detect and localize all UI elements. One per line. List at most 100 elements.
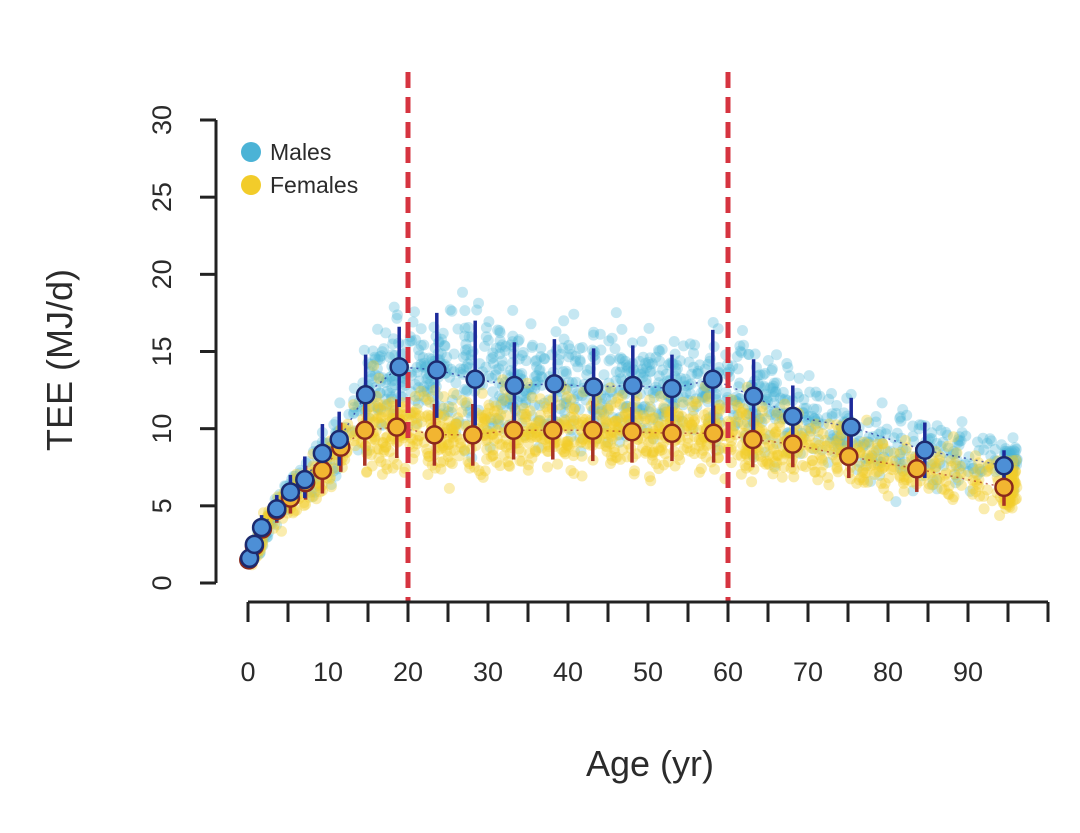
axes: 0 5 10 15 20 25 30 0 10 20 30 40 50 60 70 80 90: [147, 105, 1050, 687]
scatter-point: [767, 468, 779, 480]
scatter-point: [769, 405, 781, 417]
scatter-point: [978, 490, 990, 502]
mean-marker-females: [355, 420, 375, 440]
scatter-point: [907, 420, 919, 432]
scatter-point: [735, 468, 747, 480]
scatter-point: [736, 406, 748, 418]
scatter-point: [450, 377, 462, 389]
scatter-point: [374, 354, 386, 365]
scatter-point: [462, 358, 474, 370]
scatter-point: [418, 391, 430, 403]
scatter-point: [437, 440, 449, 452]
scatter-point: [611, 451, 623, 463]
scatter-point: [373, 417, 385, 429]
scatter-point: [556, 443, 568, 455]
scatter-point: [463, 331, 475, 343]
scatter-point: [483, 370, 495, 382]
scatter-point: [926, 458, 938, 470]
scatter-point: [646, 446, 658, 458]
scatter-point: [779, 398, 791, 410]
scatter-point: [415, 339, 427, 351]
scatter-point: [522, 459, 534, 471]
scatter-point: [702, 392, 714, 404]
scatter-point: [455, 437, 467, 449]
scatter-point: [493, 414, 505, 426]
scatter-point: [679, 373, 691, 385]
scatter-point: [762, 457, 774, 469]
scatter-point: [594, 328, 606, 340]
scatter-point: [572, 361, 584, 373]
scatter-point: [799, 434, 811, 446]
scatter-point: [967, 463, 979, 475]
scatter-point: [494, 327, 506, 339]
scatter-point: [757, 456, 769, 468]
scatter-point: [604, 386, 616, 398]
scatter-point: [536, 442, 548, 454]
scatter-point: [661, 406, 672, 418]
scatter-point: [738, 339, 749, 351]
scatter-point: [644, 352, 656, 364]
scatter-point: [645, 428, 657, 440]
mean-marker-males: [427, 360, 447, 380]
scatter-point: [526, 452, 538, 464]
scatter-point: [828, 429, 840, 441]
mean-marker-males: [544, 374, 565, 394]
scatter-point: [480, 435, 492, 447]
scatter-point: [386, 393, 398, 405]
scatter-point: [520, 394, 532, 406]
scatter-point: [530, 426, 542, 438]
scatter-point: [413, 430, 425, 442]
scatter-point: [450, 418, 462, 430]
scatter-point: [433, 444, 445, 456]
scatter-point: [946, 461, 957, 472]
scatter-point: [641, 427, 652, 439]
scatter-point: [487, 428, 499, 440]
scatter-point: [612, 413, 624, 425]
scatter-point: [696, 392, 708, 404]
scatter-point: [481, 443, 493, 455]
scatter-point: [533, 425, 545, 437]
scatter-point: [669, 460, 681, 472]
scatter-point: [989, 443, 1001, 455]
scatter-point: [698, 409, 710, 421]
scatter-point: [409, 379, 421, 390]
scatter-point: [519, 408, 531, 420]
scatter-point: [347, 399, 359, 411]
scatter-point: [959, 458, 971, 470]
scatter-point: [650, 384, 661, 396]
scatter-point: [473, 297, 484, 309]
scatter-point: [378, 406, 390, 418]
scatter-point: [608, 427, 620, 439]
scatter-point: [438, 391, 450, 403]
scatter-point: [701, 440, 713, 452]
scatter-point: [348, 401, 360, 413]
scatter-point: [803, 370, 815, 382]
scatter-point: [478, 412, 490, 424]
scatter-point: [535, 351, 547, 363]
scatter-point: [637, 442, 648, 454]
scatter-point: [831, 430, 843, 442]
scatter-point: [974, 466, 986, 478]
scatter-point: [907, 430, 919, 442]
scatter-point: [981, 437, 993, 449]
scatter-point: [656, 444, 668, 456]
scatter-point: [803, 416, 815, 428]
scatter-point: [492, 412, 504, 424]
scatter-point: [526, 392, 538, 404]
scatter-point: [1011, 459, 1022, 471]
scatter-point: [688, 361, 699, 373]
scatter-point: [900, 474, 912, 486]
scatter-point: [437, 442, 449, 453]
scatter-point: [542, 403, 554, 415]
scatter-point: [616, 353, 628, 365]
scatter-point: [712, 452, 724, 464]
scatter-point: [534, 393, 546, 405]
scatter-point: [520, 397, 532, 409]
scatter-point: [874, 469, 886, 481]
scatter-point: [477, 471, 489, 483]
scatter-point: [973, 480, 985, 492]
scatter-point: [934, 472, 946, 484]
scatter-point: [996, 439, 1007, 451]
scatter-point: [734, 393, 746, 404]
scatter-point: [348, 435, 360, 447]
